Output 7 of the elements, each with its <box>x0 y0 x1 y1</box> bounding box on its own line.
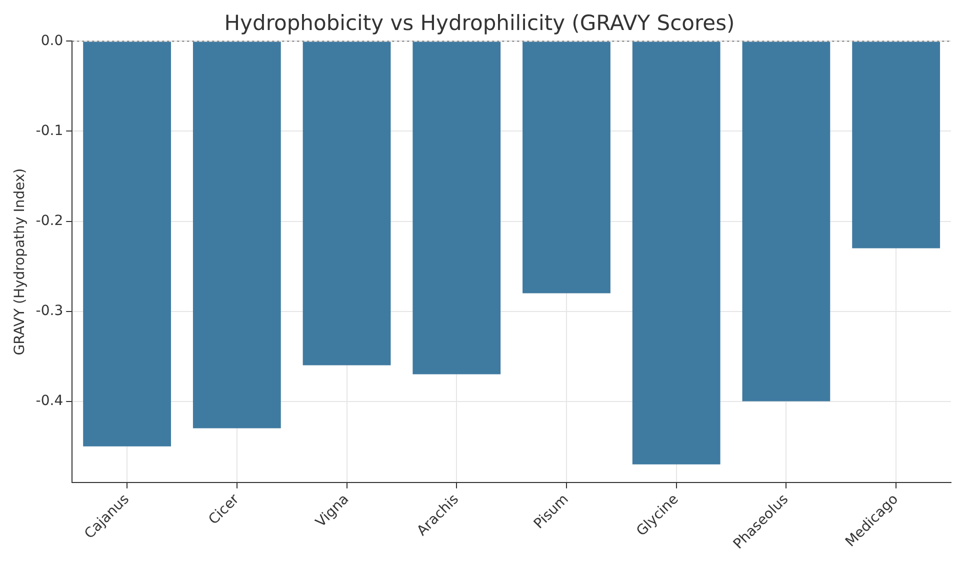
chart-title: Hydrophobicity vs Hydrophilicity (GRAVY Scores) <box>224 11 735 36</box>
y-tick-label: -0.4 <box>36 392 64 409</box>
y-axis-title: GRAVY (Hydropathy Index) <box>12 168 28 356</box>
y-tick-label: -0.3 <box>36 302 64 319</box>
y-tick-label: 0.0 <box>40 32 64 49</box>
y-tick-label: -0.2 <box>36 212 64 229</box>
y-tick-label: -0.1 <box>36 122 64 139</box>
